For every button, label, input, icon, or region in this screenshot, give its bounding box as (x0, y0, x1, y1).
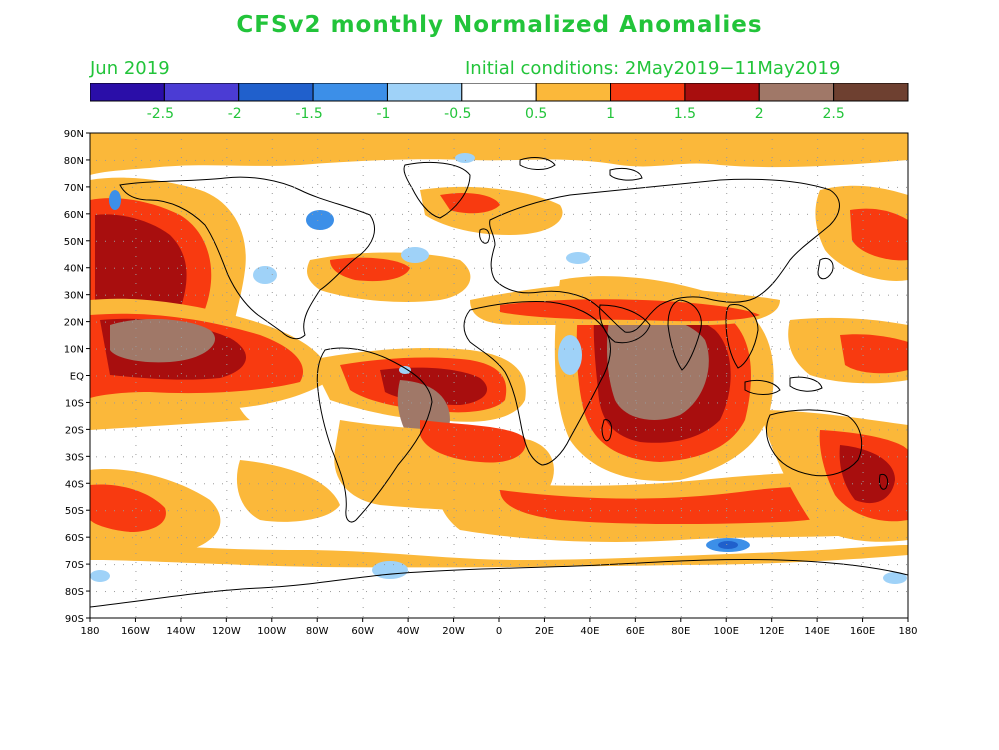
colorbar-tick-label: 1 (606, 106, 615, 122)
colorbar-tick-label: 2 (755, 106, 764, 122)
latitude-axis: 90N 80N 70N 60N 50N 40N 30N 20N 10N EQ 10S 20S 30S 40… (64, 129, 90, 625)
latitude-tick-label: 20S (65, 425, 84, 436)
longitude-tick-label: 120E (759, 626, 784, 637)
colorbar-box (610, 83, 686, 102)
latitude-tick-label: 60S (65, 533, 84, 544)
longitude-tick-label: 60E (626, 626, 645, 637)
map-title: CFSv2 monthly Normalized Anomalies (236, 12, 763, 38)
colorbar-tick-label: -1 (376, 106, 390, 122)
longitude-tick-label: 40E (580, 626, 599, 637)
latitude-tick-label: 70S (65, 560, 84, 571)
longitude-tick-label: 160W (121, 626, 150, 637)
colorbar-box (386, 83, 463, 102)
longitude-tick-label: 180 (898, 626, 917, 637)
latitude-tick-label: 70N (64, 183, 84, 194)
latitude-tick-label: 30S (65, 452, 84, 463)
longitude-tick-label: 80E (671, 626, 690, 637)
colorbar-tick-label: -2.5 (147, 106, 174, 122)
latitude-tick-label: 40S (65, 479, 84, 490)
latitude-tick-label: 20N (64, 318, 84, 329)
colorbar-tick-label: -2 (228, 106, 242, 122)
colorbar-tick-label: -0.5 (444, 106, 471, 122)
latitude-tick-label: 30N (64, 291, 84, 302)
anomaly-map: 90N 80N 70N 60N 50N 40N 30N 20N 10N EQ 10S 20S 30S 40… (64, 129, 918, 637)
colorbar-box (758, 83, 835, 102)
latitude-tick-label: 90S (65, 614, 84, 625)
longitude-tick-label: 80W (306, 626, 329, 637)
latitude-tick-label: 10S (65, 398, 84, 409)
latitude-tick-label: 10N (64, 345, 84, 356)
longitude-tick-label: 40W (397, 626, 420, 637)
colorbar-tick-label: -1.5 (295, 106, 322, 122)
longitude-tick-label: 160E (850, 626, 875, 637)
colorbar-box (238, 83, 314, 102)
latitude-tick-label: 80N (64, 156, 84, 167)
colorbar-box (684, 83, 760, 102)
colorbar-tick-label: 2.5 (823, 106, 845, 122)
colorbar-box (163, 83, 240, 102)
latitude-tick-label: 90N (64, 129, 84, 140)
anomaly-shading (90, 133, 908, 618)
longitude-tick-label: 100E (714, 626, 739, 637)
longitude-tick-label: 100W (257, 626, 286, 637)
colorbar-box (312, 83, 388, 102)
latitude-tick-label: 80S (65, 587, 84, 598)
longitude-tick-label: 60W (351, 626, 374, 637)
colorbar-tick-label: 0.5 (525, 106, 547, 122)
colorbar-box (90, 83, 165, 102)
latitude-tick-label: 60N (64, 210, 84, 221)
longitude-tick-label: 0 (496, 626, 502, 637)
colorbar-box (535, 83, 612, 102)
latitude-tick-label: 50S (65, 506, 84, 517)
latitude-tick-label: 50N (64, 237, 84, 248)
longitude-tick-label: 140W (166, 626, 195, 637)
colorbar-tick-label: 1.5 (674, 106, 696, 122)
colorbar: -2.5 -2 -1.5 -1 -0.5 0.5 1 1.5 2 2.5 (90, 83, 909, 122)
longitude-tick-label: 20W (442, 626, 465, 637)
longitude-tick-label: 120W (212, 626, 241, 637)
colorbar-box (833, 83, 909, 102)
longitude-tick-label: 180 (80, 626, 99, 637)
initial-conditions-label: Initial conditions: 2May2019−11May2019 (465, 58, 841, 79)
latitude-tick-label: EQ (70, 372, 84, 383)
gridline-dots (96, 139, 907, 617)
colorbar-box (461, 83, 537, 102)
longitude-tick-label: 20E (535, 626, 554, 637)
longitude-tick-label: 140E (804, 626, 829, 637)
forecast-month-label: Jun 2019 (90, 58, 170, 79)
latitude-tick-label: 40N (64, 264, 84, 275)
coastlines (90, 157, 908, 608)
longitude-axis: 180 160W 140W 120W 100W 80W 60W 40W 20W 0 20E 40E 60… (80, 618, 918, 637)
